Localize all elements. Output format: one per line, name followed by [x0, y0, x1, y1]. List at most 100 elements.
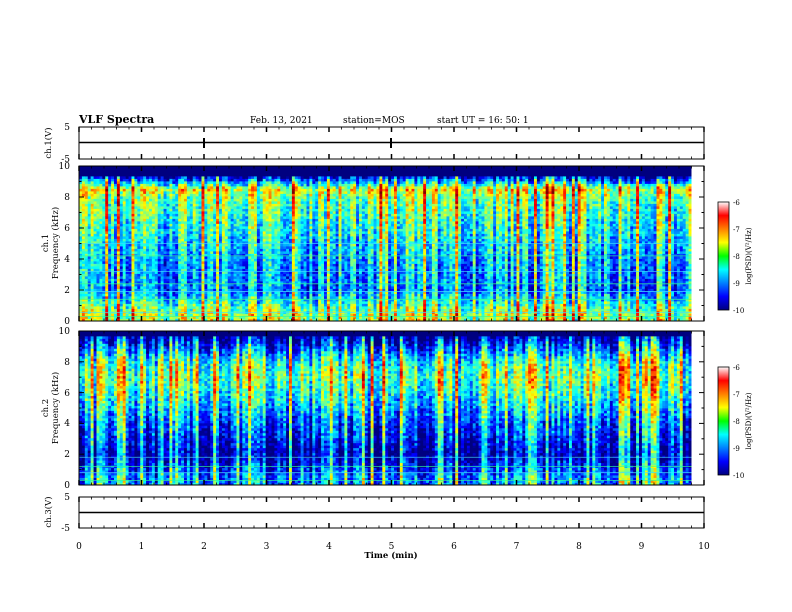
spectrogram-cell [303, 306, 307, 309]
spectrogram-cell [131, 318, 135, 322]
spectrogram-cell [146, 223, 150, 227]
spectrogram-cell [157, 248, 162, 252]
spectrogram-cell [297, 281, 302, 284]
spectrogram-cell [108, 293, 112, 297]
spectrogram-cell [265, 168, 269, 172]
spectrogram-cell [198, 291, 202, 294]
spectrogram-cell [303, 236, 307, 239]
spectrogram-cell [111, 266, 115, 269]
spectrogram-cell [128, 288, 132, 292]
spectrogram-cell [186, 223, 191, 227]
spectrogram-cell [233, 268, 237, 272]
spectrogram-cell [99, 231, 103, 234]
spectrogram-cell [274, 193, 278, 197]
spectrogram-cell [297, 261, 302, 264]
spectrogram-cell [79, 198, 83, 202]
spectrogram-cell [198, 166, 202, 169]
spectrogram-cell [297, 286, 302, 289]
spectrogram-cell [119, 301, 124, 304]
spectrogram-cell [151, 176, 156, 179]
spectrogram-cell [154, 291, 159, 294]
spectrogram-cell [254, 183, 258, 187]
spectrogram-cell [116, 283, 121, 287]
spectrogram-cell [248, 248, 252, 252]
spectrogram-cell [172, 296, 176, 299]
spectrogram-cell [297, 298, 302, 302]
spectrogram-cell [265, 166, 269, 169]
spectrogram-cell [84, 303, 89, 307]
spectrogram-cell [178, 303, 182, 307]
spectrogram-cell [286, 188, 290, 192]
spectrogram-cell [134, 183, 138, 187]
spectrogram-cell [184, 226, 188, 229]
spectrogram-cell [245, 216, 249, 219]
spectrogram-cell [99, 298, 103, 302]
spectrogram-cell [108, 216, 112, 219]
spectrogram-cell [160, 176, 164, 179]
spectrogram-cell [108, 181, 112, 184]
spectrogram-cell [149, 166, 153, 169]
spectrogram-cell [125, 166, 129, 169]
spectrogram-cell [303, 196, 307, 199]
spectrogram-cell [280, 213, 284, 217]
spectrogram-cell [90, 253, 94, 257]
spectrogram-cell [201, 273, 205, 277]
spectrogram-cell [254, 221, 258, 224]
spectrogram-cell [122, 258, 127, 262]
spectrogram-cell [259, 226, 264, 229]
spectrogram-cell [143, 291, 147, 294]
spectrogram-cell [291, 243, 296, 247]
spectrogram-cell [119, 293, 124, 297]
spectrogram-cell [289, 256, 293, 259]
spectrogram-cell [181, 198, 185, 202]
spectrogram-cell [204, 276, 208, 279]
spectrogram-cell [254, 263, 258, 267]
spectrogram-cell [192, 178, 197, 182]
spectrogram-cell [286, 223, 290, 227]
spectrogram-cell [271, 246, 275, 249]
spectrogram-cell [134, 248, 138, 252]
spectrogram-cell [186, 233, 191, 237]
spectrogram-cell [93, 286, 97, 289]
spectrogram-cell [207, 243, 211, 247]
spectrogram-cell [143, 313, 147, 317]
spectrogram-cell [84, 183, 89, 187]
spectrogram-cell [219, 188, 223, 192]
spectrogram-cell [239, 293, 243, 297]
spectrogram-cell [303, 303, 307, 307]
spectrogram-cell [166, 268, 170, 272]
spectrogram-cell [175, 276, 179, 279]
spectrogram-cell [277, 246, 281, 249]
spectrogram-cell [87, 263, 92, 267]
spectrogram-cell [280, 218, 284, 222]
spectrogram-cell [280, 301, 284, 304]
spectrogram-cell [99, 183, 103, 187]
spectrogram-cell [125, 278, 129, 282]
spectrogram-cell [274, 196, 278, 199]
spectrogram-cell [160, 238, 164, 242]
spectrogram-cell [201, 268, 205, 272]
spectrogram-cell [102, 193, 106, 197]
spectrogram-cell [283, 193, 287, 197]
spectrogram-cell [111, 303, 115, 307]
spectrogram-cell [105, 271, 109, 274]
spectrogram-cell [294, 286, 299, 289]
spectrogram-cell [271, 186, 275, 189]
spectrogram-cell [137, 228, 141, 232]
spectrogram-cell [294, 196, 299, 199]
spectrogram-cell [105, 211, 109, 214]
spectrogram-cell [259, 266, 264, 269]
spectrogram-cell [154, 186, 159, 189]
spectrogram-cell [184, 266, 188, 269]
spectrogram-cell [286, 291, 290, 294]
spectrogram-cell [175, 216, 179, 219]
spectrogram-cell [268, 166, 272, 169]
spectrogram-cell [79, 166, 83, 169]
spectrogram-cell [213, 168, 217, 172]
spectrogram-cell [99, 168, 103, 172]
spectrogram-cell [297, 181, 302, 184]
spectrogram-cell [114, 191, 118, 194]
spectrogram-cell [286, 298, 290, 302]
spectrogram-cell [93, 171, 97, 174]
spectrogram-cell [116, 278, 121, 282]
